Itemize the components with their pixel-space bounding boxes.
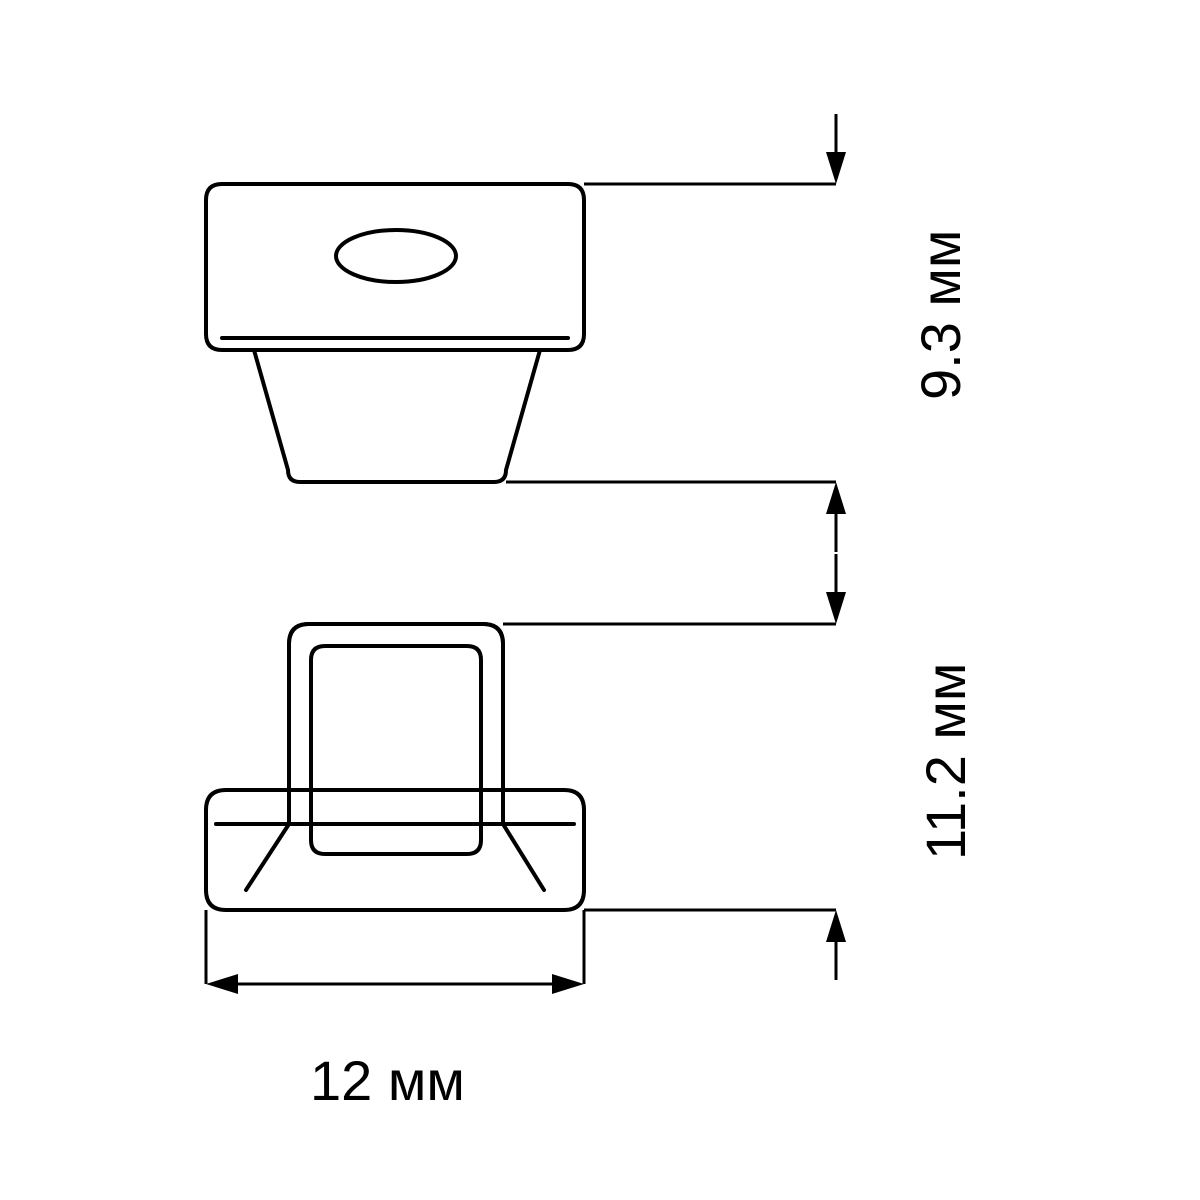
dim-arrow-head: [552, 974, 584, 994]
bottom-view-tube-outer: [289, 624, 503, 824]
top-view-body: [254, 350, 540, 482]
top-view-flange: [206, 184, 584, 350]
dim-label-width: 12 мм: [310, 1049, 465, 1112]
dim-label-height-2: 11.2 мм: [914, 663, 977, 860]
dim-arrow-head: [826, 152, 846, 184]
technical-drawing: 12 мм 9.3 мм 11.2 мм: [0, 0, 1200, 1200]
dim-arrow-head: [206, 974, 238, 994]
dim-arrow-head: [826, 482, 846, 514]
bottom-view-flange: [206, 790, 584, 910]
top-view-slot: [336, 230, 456, 282]
bottom-view-edge-right: [503, 824, 544, 890]
dim-arrow-head: [826, 592, 846, 624]
dim-arrow-head: [826, 910, 846, 942]
dim-label-height-1: 9.3 мм: [909, 230, 972, 400]
bottom-view-edge-left: [246, 824, 289, 890]
bottom-view-tube-rim: [289, 624, 503, 644]
